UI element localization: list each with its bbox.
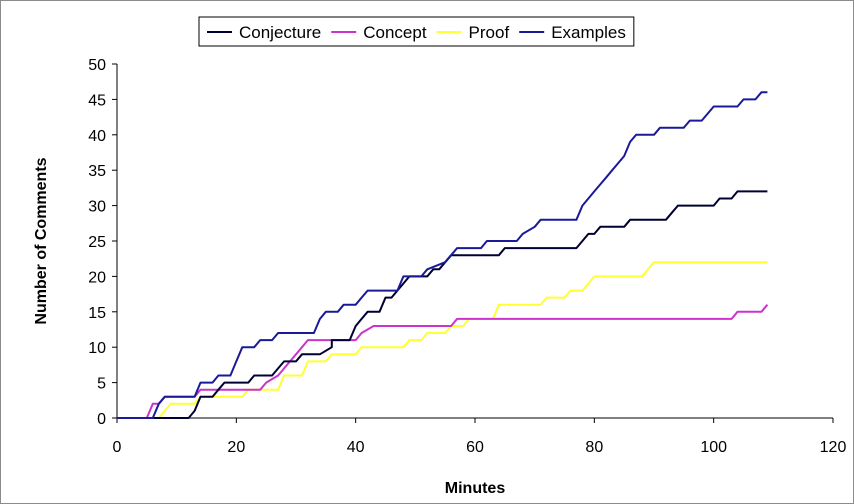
y-axis-title: Number of Comments [33,157,50,324]
series-line-examples [117,91,768,419]
axes: 0 5 10 15 20 25 30 35 40 45 50 0 20 40 60 80 100 120 [88,57,846,456]
x-tick-label: 0 [113,439,122,456]
series-line-conjecture [117,190,768,419]
legend: Conjecture Concept Proof Examples [198,16,635,47]
x-tick-label: 100 [700,439,727,456]
y-tick-label: 10 [88,340,106,357]
series-layer [117,91,769,419]
series-line-concept [117,304,769,419]
x-tick-label: 40 [347,439,365,456]
legend-box [198,16,635,47]
x-tick-label: 80 [585,439,603,456]
y-tick-label: 45 [88,92,106,109]
y-tick-label: 20 [88,269,106,286]
y-tick-label: 15 [88,305,106,322]
x-axis-title: Minutes [445,480,506,497]
y-tick-label: 5 [97,376,106,393]
y-tick-label: 0 [97,411,106,428]
y-tick-label: 30 [88,199,106,216]
legend-label: Examples [551,23,626,42]
y-tick-label: 40 [88,128,106,145]
x-tick-label: 120 [820,439,847,456]
y-tick-label: 35 [88,163,106,180]
legend-label: Concept [363,23,427,42]
legend-label: Conjecture [239,23,321,42]
x-tick-label: 20 [227,439,245,456]
y-tick-label: 25 [88,234,106,251]
y-tick-label: 50 [88,57,106,74]
legend-label: Proof [469,23,510,42]
x-tick-label: 60 [466,439,484,456]
series-line-proof [117,261,768,419]
